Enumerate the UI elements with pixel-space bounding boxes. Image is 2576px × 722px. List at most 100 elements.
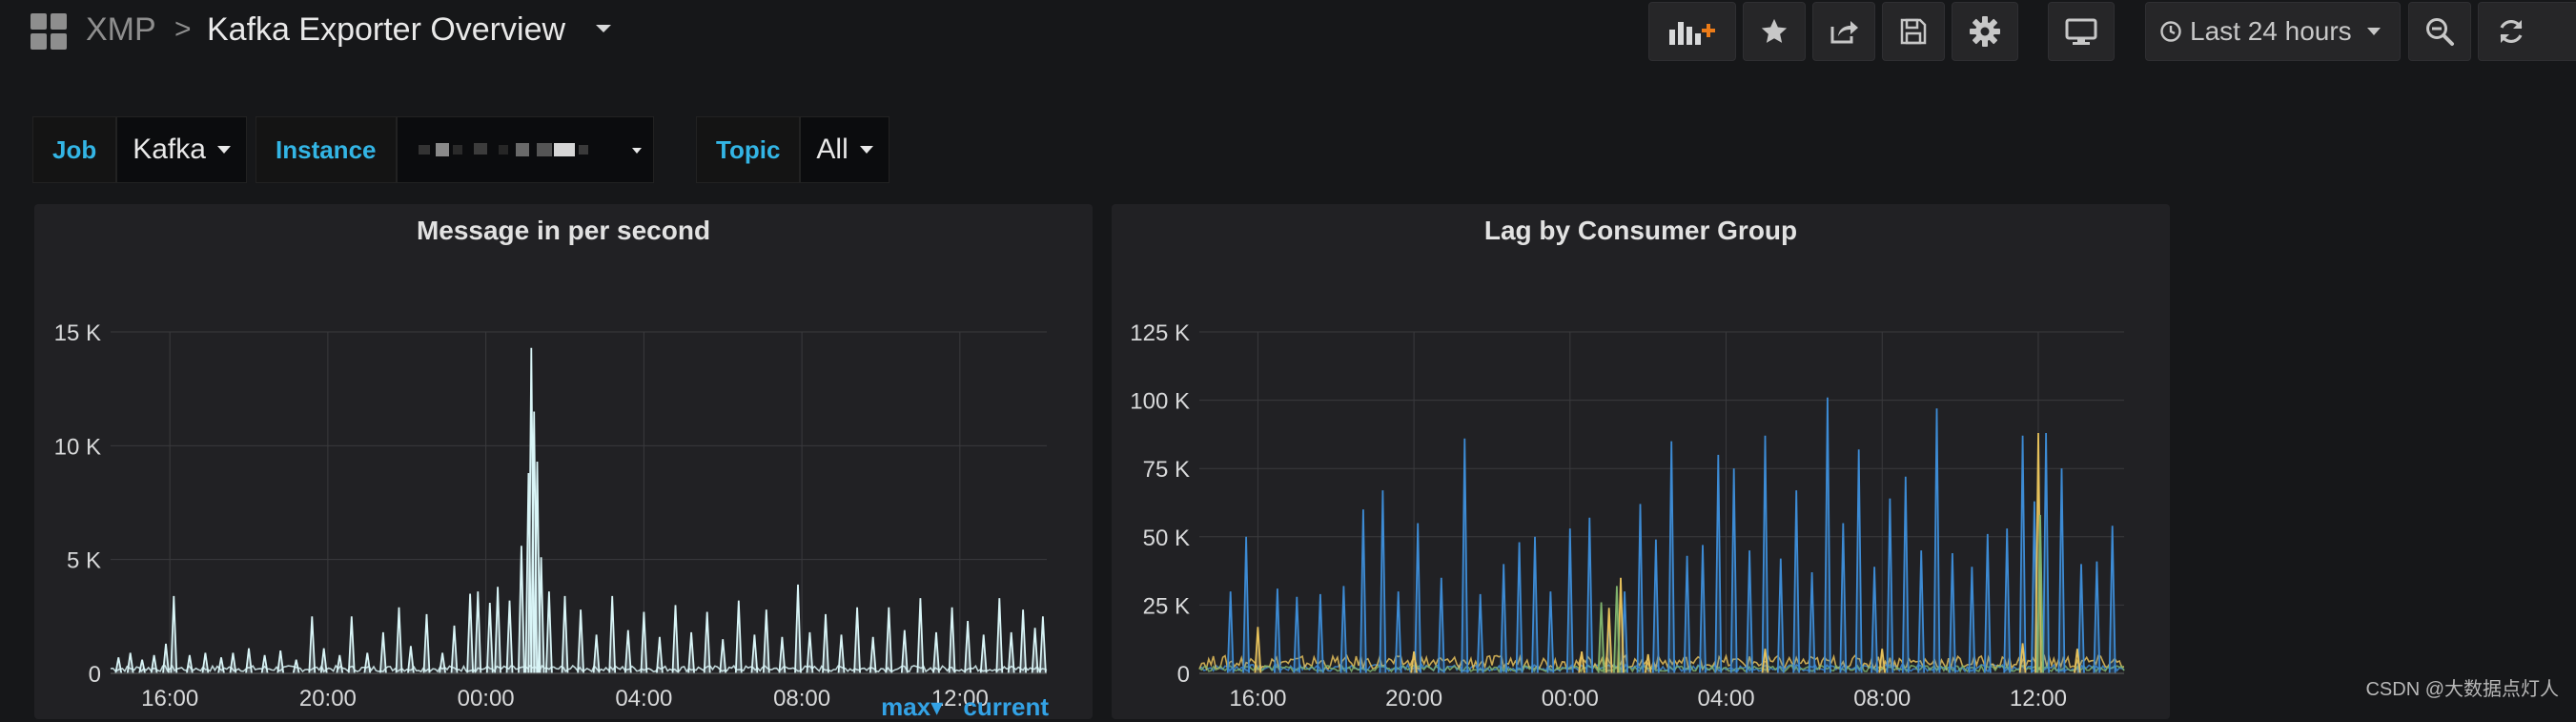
data-spike bbox=[1379, 490, 1387, 674]
panel-title[interactable]: Message in per second bbox=[416, 216, 711, 245]
data-spike bbox=[1839, 523, 1848, 674]
data-spike bbox=[1039, 616, 1047, 674]
data-spike bbox=[822, 613, 829, 674]
add-panel-button[interactable] bbox=[1648, 2, 1736, 61]
data-spike bbox=[1461, 438, 1469, 674]
data-spike bbox=[656, 636, 664, 674]
variable-job-value: Kafka bbox=[133, 134, 206, 165]
add-panel-icon bbox=[1669, 22, 1715, 45]
zoom-out-icon bbox=[2426, 18, 2454, 46]
data-spike bbox=[1007, 631, 1015, 674]
data-spike bbox=[474, 591, 482, 674]
data-spike bbox=[2018, 435, 2027, 674]
data-spike bbox=[592, 634, 601, 674]
data-spike bbox=[1293, 596, 1301, 674]
data-spike bbox=[671, 605, 680, 674]
dashboard-grid-icon[interactable] bbox=[31, 13, 69, 52]
data-spike bbox=[1792, 490, 1801, 674]
top-nav: XMP > Kafka Exporter Overview bbox=[0, 0, 2576, 67]
data-spike bbox=[494, 587, 501, 674]
data-spike bbox=[1886, 498, 1894, 674]
data-spike bbox=[422, 613, 431, 674]
time-range-picker[interactable]: Last 24 hours bbox=[2145, 2, 2401, 61]
series-2 bbox=[1597, 514, 2044, 674]
data-spike bbox=[439, 652, 446, 674]
dashboard-title[interactable]: Kafka Exporter Overview bbox=[207, 11, 566, 48]
data-spike bbox=[533, 461, 542, 674]
data-spike bbox=[1019, 609, 1027, 674]
data-spike bbox=[577, 609, 584, 674]
data-spike bbox=[1578, 650, 1585, 674]
data-spike bbox=[1031, 628, 1039, 674]
data-spike bbox=[1746, 550, 1753, 674]
data-spike bbox=[138, 659, 146, 674]
variable-instance: Instance bbox=[256, 116, 654, 183]
data-spike bbox=[1585, 517, 1594, 674]
data-spike bbox=[537, 557, 545, 674]
data-spike bbox=[1226, 591, 1235, 674]
series-1 bbox=[1254, 432, 2081, 674]
data-spike bbox=[1414, 523, 1422, 674]
data-spike bbox=[379, 631, 387, 674]
data-spike bbox=[1515, 542, 1523, 674]
star-icon bbox=[1761, 18, 1788, 43]
data-spike bbox=[1605, 608, 1613, 674]
legend-current[interactable]: current bbox=[963, 692, 1049, 721]
redacted-value-mask bbox=[418, 143, 588, 156]
data-spike bbox=[150, 654, 158, 674]
clock-icon bbox=[2160, 21, 2181, 42]
y-tick-label: 125 K bbox=[1130, 320, 1190, 346]
data-spike bbox=[1339, 586, 1348, 674]
data-spike bbox=[608, 595, 617, 674]
share-dashboard-button[interactable] bbox=[1812, 2, 1875, 61]
data-spike bbox=[1901, 476, 1910, 674]
data-spike bbox=[948, 607, 956, 674]
data-spike bbox=[485, 602, 494, 674]
panel-title[interactable]: Lag by Consumer Group bbox=[1483, 216, 1798, 245]
caret-down-icon bbox=[859, 146, 873, 154]
variable-instance-select[interactable] bbox=[396, 116, 654, 183]
variable-job-label: Job bbox=[32, 116, 117, 183]
data-spike bbox=[1932, 408, 1941, 674]
data-spike bbox=[347, 616, 356, 674]
y-tick-label: 100 K bbox=[1130, 389, 1190, 415]
dashboard-settings-button[interactable] bbox=[1952, 2, 2018, 61]
data-spike bbox=[407, 646, 415, 674]
data-spike bbox=[778, 636, 787, 674]
data-spike bbox=[1871, 567, 1878, 674]
data-spike bbox=[276, 650, 285, 674]
data-spike bbox=[1360, 509, 1367, 674]
monitor-icon bbox=[2065, 18, 2097, 45]
data-spike bbox=[1983, 533, 1992, 674]
data-spike bbox=[518, 546, 525, 674]
data-spike bbox=[170, 595, 178, 674]
data-spike bbox=[1776, 558, 1785, 674]
breadcrumb-folder[interactable]: XMP bbox=[86, 11, 156, 48]
save-icon bbox=[1900, 18, 1927, 45]
data-spike bbox=[1808, 571, 1816, 674]
refresh-button[interactable] bbox=[2478, 2, 2576, 61]
variable-topic: Topic All bbox=[696, 116, 889, 183]
caret-down-icon bbox=[631, 148, 642, 154]
data-spike bbox=[450, 625, 459, 674]
star-dashboard-button[interactable] bbox=[1743, 2, 1806, 61]
zoom-out-button[interactable] bbox=[2408, 2, 2471, 61]
variable-topic-select[interactable]: All bbox=[800, 116, 889, 183]
dashboard-picker-caret-icon[interactable] bbox=[595, 23, 612, 34]
data-spike bbox=[1636, 504, 1645, 674]
data-spike bbox=[640, 611, 648, 674]
share-icon bbox=[1830, 21, 1858, 44]
save-dashboard-button[interactable] bbox=[1882, 2, 1945, 61]
data-spike bbox=[1274, 588, 1281, 674]
refresh-icon bbox=[2500, 19, 2523, 44]
data-spike bbox=[2042, 432, 2050, 674]
data-spike bbox=[869, 636, 877, 674]
series-0 bbox=[114, 347, 1047, 674]
cycle-view-mode-button[interactable] bbox=[2048, 2, 2115, 61]
chevron-down-icon bbox=[2366, 28, 2381, 35]
y-tick-label: 0 bbox=[89, 662, 101, 688]
data-spike bbox=[2077, 564, 2085, 674]
variable-job-select[interactable]: Kafka bbox=[116, 116, 247, 183]
legend-max-sort[interactable]: max▾ bbox=[881, 692, 944, 721]
